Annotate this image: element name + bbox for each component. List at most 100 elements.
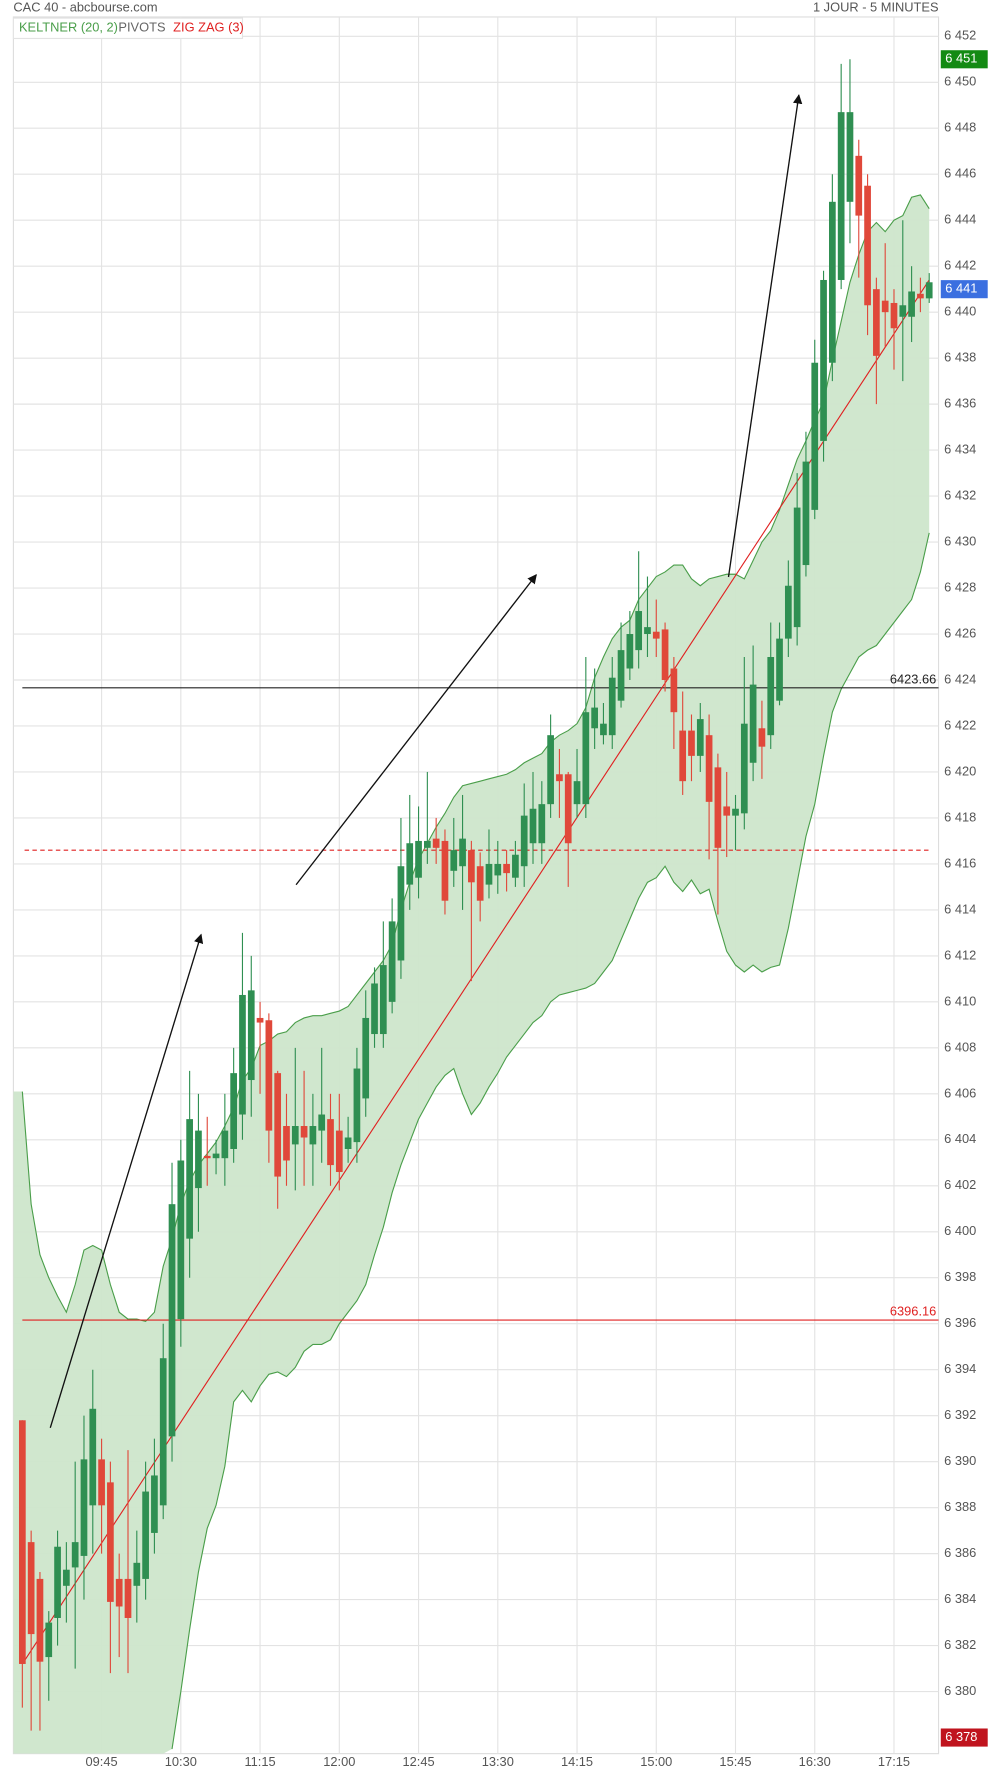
candle-body	[908, 291, 915, 317]
candle-body	[696, 719, 704, 756]
candle-body	[890, 302, 898, 329]
candle-body	[600, 723, 607, 736]
y-tick-label: 6 418	[944, 809, 976, 824]
price-tag	[940, 50, 988, 69]
candle-body	[485, 863, 493, 885]
annotation-arrows	[49, 94, 803, 1428]
candle-body	[327, 1119, 334, 1166]
candle-body	[168, 1204, 176, 1437]
y-tick-label: 6 420	[944, 763, 976, 778]
candle-body	[71, 1542, 79, 1568]
candle-body	[27, 1542, 35, 1635]
candle-body	[309, 1126, 317, 1145]
candle-body	[36, 1578, 44, 1662]
candle-body	[54, 1546, 61, 1618]
candle-body	[520, 815, 528, 867]
candle-body	[406, 843, 414, 885]
candle-body	[344, 1137, 352, 1149]
candle-body	[186, 1119, 193, 1239]
candle-body	[626, 634, 634, 669]
x-tick-label: 11:15	[244, 1754, 275, 1769]
legend-entry: ZIG ZAG (3)	[173, 20, 244, 35]
candle-body	[195, 1130, 202, 1189]
candle-body	[371, 983, 378, 1035]
candle-body	[688, 730, 695, 756]
candle-body	[424, 840, 431, 848]
candle-body	[591, 707, 598, 729]
candle-body	[652, 631, 660, 639]
band-line	[171, 532, 930, 1750]
candle-body	[829, 201, 836, 363]
candle-body	[670, 668, 678, 713]
candle-body	[573, 781, 581, 805]
y-tick-label: 6 416	[944, 855, 976, 870]
candle-body	[124, 1578, 132, 1618]
candle-body	[881, 300, 889, 313]
candle-body	[63, 1569, 70, 1586]
candle-body	[291, 1126, 299, 1145]
y-tick-label: 6 444	[944, 212, 976, 227]
y-tick-label: 6 404	[944, 1131, 976, 1146]
y-tick-label: 6 394	[944, 1361, 976, 1376]
y-tick-label: 6 388	[944, 1499, 976, 1514]
candle-body	[635, 611, 643, 651]
candle-body	[274, 1073, 282, 1177]
candle-body	[300, 1126, 308, 1138]
candle-body	[811, 362, 819, 510]
y-tick-label: 6 428	[944, 579, 976, 594]
candle-body	[503, 863, 510, 874]
candle-body	[318, 1114, 326, 1131]
candle-body	[362, 1017, 370, 1099]
y-tick-label: 6 382	[944, 1637, 976, 1652]
y-tick-label: 6 406	[944, 1085, 976, 1100]
y-tick-label: 6 452	[944, 28, 976, 43]
candle-body	[740, 723, 748, 814]
x-tick-label: 15:00	[640, 1754, 672, 1769]
y-tick-label: 6 424	[944, 671, 976, 686]
price-tag-label: 6 451	[945, 51, 977, 66]
y-tick-label: 6 392	[944, 1407, 976, 1422]
chart-title: CAC 40 - abcbourse.com	[13, 0, 157, 14]
y-tick-label: 6 410	[944, 993, 976, 1008]
candle-body	[608, 677, 616, 736]
candle-body	[767, 657, 775, 736]
candle-body	[283, 1126, 290, 1161]
y-tick-label: 6 402	[944, 1177, 976, 1192]
y-tick-label: 6 448	[944, 120, 976, 135]
candle-body	[115, 1578, 123, 1607]
candle-body	[732, 808, 739, 816]
candle-body	[335, 1130, 343, 1172]
candle-body	[582, 712, 590, 805]
candle-body	[353, 1068, 361, 1143]
candle-body	[107, 1482, 114, 1602]
candle-body	[617, 650, 625, 701]
price-tag-label: 6 441	[945, 281, 977, 296]
candle-body	[142, 1491, 149, 1579]
x-tick-label: 16:30	[799, 1754, 831, 1769]
candle-body	[18, 1420, 26, 1664]
x-tick-label: 12:00	[323, 1754, 355, 1769]
zigzag-line	[21, 279, 930, 1665]
arrow	[295, 573, 537, 886]
y-tick-label: 6 438	[944, 350, 976, 365]
candle-body	[450, 850, 458, 871]
candle-body	[459, 838, 466, 867]
x-tick-label: 12:45	[402, 1754, 434, 1769]
candle-body	[441, 840, 449, 901]
candle-body	[476, 866, 484, 901]
candle-body	[265, 1020, 273, 1131]
y-tick-label: 6 432	[944, 487, 976, 502]
candle-body	[661, 629, 669, 681]
price-tag	[940, 1728, 988, 1747]
candle-body	[415, 840, 422, 878]
candle-body	[529, 808, 537, 844]
y-tick-label: 6 390	[944, 1453, 976, 1468]
candle-body	[758, 728, 766, 747]
x-tick-label: 09:45	[86, 1754, 118, 1769]
candle-body	[221, 1130, 229, 1159]
candle-body	[397, 866, 405, 961]
candle-body	[379, 965, 387, 1035]
arrow	[727, 94, 803, 578]
y-tick-label: 6 408	[944, 1039, 976, 1054]
